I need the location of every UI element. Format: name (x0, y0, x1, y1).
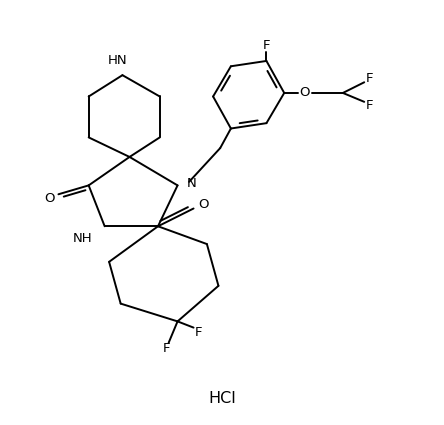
Text: N: N (187, 177, 197, 190)
Text: HN: HN (108, 54, 128, 68)
Text: NH: NH (73, 232, 92, 245)
Text: O: O (198, 198, 209, 212)
Text: F: F (263, 40, 270, 52)
Text: F: F (366, 99, 373, 112)
Text: F: F (366, 72, 373, 85)
Text: O: O (299, 86, 310, 99)
Text: O: O (44, 192, 55, 205)
Text: F: F (194, 326, 202, 340)
Text: HCl: HCl (208, 391, 236, 406)
Text: F: F (163, 342, 170, 354)
